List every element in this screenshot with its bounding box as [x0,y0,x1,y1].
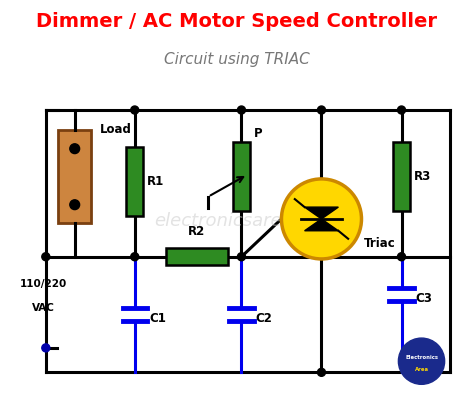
Circle shape [398,253,405,261]
Text: P: P [254,127,263,140]
Circle shape [237,253,246,261]
Circle shape [131,253,139,261]
Circle shape [318,368,326,376]
Bar [233,142,250,211]
Polygon shape [305,219,338,231]
Bar [126,147,143,215]
Bar [166,248,228,265]
Text: Electronics: Electronics [405,355,438,360]
Circle shape [70,200,80,209]
Text: Circuit using TRIAC: Circuit using TRIAC [164,52,310,67]
Text: R1: R1 [147,175,164,188]
Circle shape [42,253,50,261]
Circle shape [237,106,246,114]
Circle shape [131,106,139,114]
Text: Dimmer / AC Motor Speed Controller: Dimmer / AC Motor Speed Controller [36,12,438,31]
Text: VAC: VAC [32,303,55,313]
Text: C3: C3 [416,292,433,306]
Circle shape [398,106,405,114]
Circle shape [42,344,50,352]
Text: 110/220: 110/220 [20,279,67,289]
Text: R3: R3 [414,170,431,183]
Circle shape [282,179,362,259]
Circle shape [318,106,326,114]
Text: C1: C1 [149,312,166,326]
Text: Area: Area [414,367,428,372]
Bar [58,130,91,223]
Text: electronicsarea.com: electronicsarea.com [155,212,337,230]
Text: Triac: Triac [364,237,395,250]
Text: Load: Load [100,123,132,136]
Polygon shape [305,207,338,219]
Bar [393,142,410,211]
Text: R2: R2 [188,225,206,238]
Circle shape [70,144,80,154]
Text: C2: C2 [255,312,273,326]
Circle shape [398,338,445,384]
